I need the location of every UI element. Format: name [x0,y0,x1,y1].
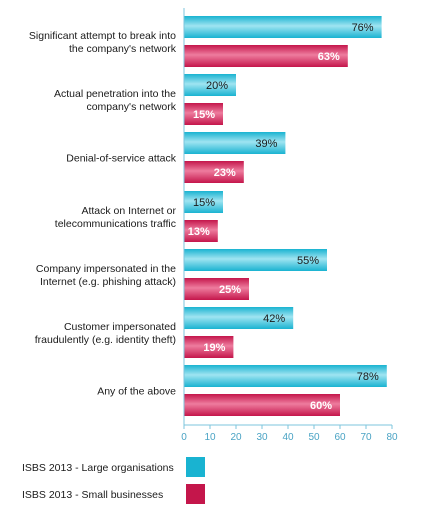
category-label-1-line-0: Actual penetration into the [54,88,176,100]
bar-large-4 [184,249,327,271]
bar-small-4 [184,278,249,300]
category-label-3-line-0: Attack on Internet or [81,205,176,217]
data-label-large-6: 78% [357,371,379,383]
bar-small-3 [184,220,218,242]
data-label-small-1: 15% [193,109,215,121]
category-label-4-line-1: Internet (e.g. phishing attack) [40,276,176,288]
bar-large-6 [184,365,387,387]
x-tick-label-50: 50 [308,432,320,443]
legend: ISBS 2013 - Large organisations ISBS 2013… [22,457,205,504]
data-label-large-1: 20% [206,80,228,92]
bar-large-2 [184,132,286,154]
bar-large-3 [184,191,223,213]
data-label-small-4: 25% [219,284,241,296]
x-tick-label-0: 0 [181,432,187,443]
category-label-3-line-1: telecommunications traffic [55,218,176,230]
bar-small-6 [184,394,340,416]
category-label-5-line-1: fraudulently (e.g. identity theft) [35,334,176,346]
bar-large-1 [184,74,236,96]
category-label-1-line-1: company's network [86,101,176,113]
x-tick-label-60: 60 [334,432,346,443]
data-label-small-2: 23% [214,167,236,179]
bars-layer: 76% 63% 20% 15% 39% 23% 15% 13% 55% 25% 42% 19% 78% 6… [184,16,387,416]
legend-label-large: ISBS 2013 - Large organisations [22,462,174,474]
legend-swatch-small [186,484,205,504]
data-label-large-4: 55% [297,255,319,267]
category-label-6-line-0: Any of the above [97,386,176,398]
legend-swatch-large [186,457,205,477]
data-label-small-0: 63% [318,51,340,63]
bar-large-5 [184,307,294,329]
data-label-small-3: 13% [188,226,210,238]
category-label-0-line-1: the company's network [69,43,177,55]
x-tick-label-40: 40 [282,432,294,443]
category-label-4-line-0: Company impersonated in the [36,263,176,275]
data-label-small-6: 60% [310,400,332,412]
legend-label-small: ISBS 2013 - Small businesses [22,489,163,501]
x-tick-label-70: 70 [360,432,372,443]
data-label-large-2: 39% [255,138,277,150]
bar-small-0 [184,45,348,67]
category-label-0-line-0: Significant attempt to break into [29,30,176,42]
category-label-5-line-0: Customer impersonated [64,321,176,333]
data-label-large-5: 42% [263,313,285,325]
x-axis: 0 10 20 30 40 50 60 70 80 [181,8,398,443]
bar-small-1 [184,103,223,125]
x-tick-label-20: 20 [230,432,242,443]
bar-small-2 [184,161,244,183]
x-tick-label-30: 30 [256,432,268,443]
bar-small-5 [184,336,234,358]
x-tick-label-80: 80 [386,432,398,443]
data-label-small-5: 19% [203,342,225,354]
data-label-large-0: 76% [352,22,374,34]
bar-large-0 [184,16,382,38]
data-label-large-3: 15% [193,197,215,209]
category-label-2-line-0: Denial-of-service attack [66,153,176,165]
x-tick-label-10: 10 [204,432,216,443]
